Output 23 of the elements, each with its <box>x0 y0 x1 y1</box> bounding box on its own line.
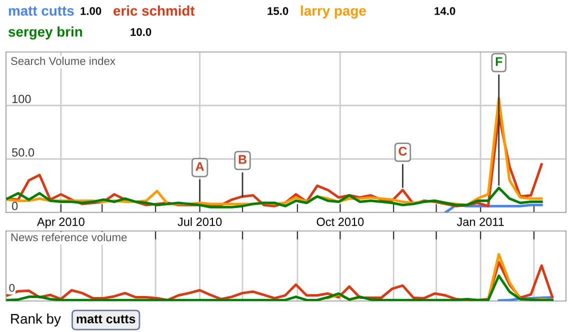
text: 10.0 <box>130 28 152 36</box>
annotation: B <box>238 155 246 164</box>
text: matt cutts <box>76 315 136 324</box>
x-tick-label: Jan 2011 <box>456 218 504 226</box>
text: 1.00 <box>80 7 102 15</box>
annotation: A <box>196 162 204 171</box>
y-tick-label: 100 <box>12 94 31 104</box>
chart-title: News reference volume <box>11 233 127 242</box>
text: Rank by <box>11 314 61 326</box>
x-tick-label: Apr 2010 <box>37 218 84 228</box>
text: larry page <box>300 5 366 19</box>
y-tick-label: 50.0 <box>12 148 34 157</box>
text: matt cutts <box>8 6 74 16</box>
text: 14.0 <box>434 7 456 15</box>
chart-title: Search Volume index <box>10 56 116 65</box>
y-tick-label: 0 <box>12 202 18 210</box>
annotation: C <box>398 146 407 156</box>
text: sergey brin <box>8 26 82 40</box>
x-tick-label: Oct 2010 <box>316 218 364 226</box>
annotation: F <box>496 57 502 66</box>
text: eric schmidt <box>114 6 195 16</box>
text: 15.0 <box>268 7 288 15</box>
x-tick-label: Jul 2010 <box>178 217 222 226</box>
